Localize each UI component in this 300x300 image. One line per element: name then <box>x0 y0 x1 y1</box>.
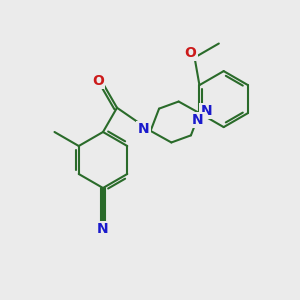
Text: N: N <box>192 113 203 127</box>
Text: N: N <box>138 122 149 136</box>
Text: N: N <box>201 104 212 118</box>
Text: O: O <box>184 46 196 59</box>
Text: N: N <box>97 222 109 236</box>
Text: O: O <box>92 74 104 88</box>
